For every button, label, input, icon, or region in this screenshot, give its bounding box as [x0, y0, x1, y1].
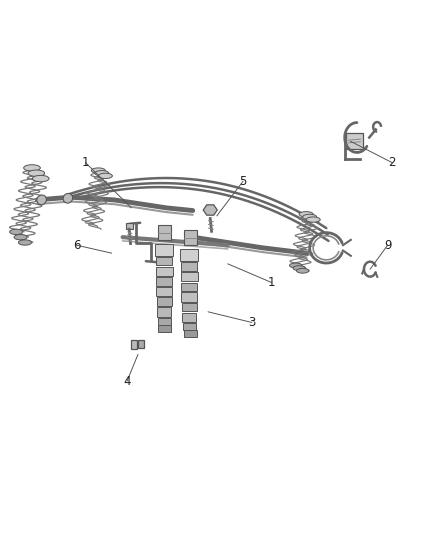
- Ellipse shape: [99, 173, 112, 179]
- FancyBboxPatch shape: [156, 257, 172, 265]
- Ellipse shape: [18, 240, 32, 245]
- Text: 4: 4: [123, 375, 131, 387]
- Ellipse shape: [32, 175, 49, 182]
- Ellipse shape: [92, 168, 105, 173]
- FancyBboxPatch shape: [182, 312, 196, 322]
- Text: 6: 6: [73, 239, 81, 252]
- FancyBboxPatch shape: [157, 307, 171, 317]
- FancyBboxPatch shape: [157, 297, 172, 306]
- FancyBboxPatch shape: [156, 277, 172, 286]
- Ellipse shape: [24, 165, 40, 171]
- FancyBboxPatch shape: [182, 303, 197, 311]
- Polygon shape: [203, 205, 217, 215]
- FancyBboxPatch shape: [181, 292, 197, 302]
- Ellipse shape: [37, 195, 46, 205]
- FancyBboxPatch shape: [155, 244, 173, 256]
- Text: 2: 2: [388, 156, 396, 169]
- Ellipse shape: [290, 263, 302, 268]
- Ellipse shape: [306, 217, 320, 222]
- Ellipse shape: [303, 214, 317, 220]
- FancyBboxPatch shape: [138, 340, 144, 348]
- Text: 1: 1: [268, 276, 276, 289]
- FancyBboxPatch shape: [156, 266, 173, 276]
- FancyBboxPatch shape: [158, 318, 171, 325]
- FancyBboxPatch shape: [180, 249, 198, 261]
- FancyBboxPatch shape: [158, 225, 171, 240]
- FancyBboxPatch shape: [156, 287, 172, 296]
- Ellipse shape: [63, 193, 73, 203]
- FancyBboxPatch shape: [184, 230, 197, 245]
- Ellipse shape: [14, 235, 27, 240]
- FancyBboxPatch shape: [181, 262, 197, 271]
- Text: 3: 3: [248, 316, 255, 329]
- FancyBboxPatch shape: [181, 282, 197, 291]
- Ellipse shape: [299, 212, 313, 217]
- Ellipse shape: [95, 171, 109, 176]
- Ellipse shape: [10, 229, 23, 235]
- FancyBboxPatch shape: [126, 223, 133, 229]
- Ellipse shape: [28, 170, 45, 176]
- FancyBboxPatch shape: [184, 330, 197, 337]
- FancyBboxPatch shape: [183, 323, 196, 330]
- FancyBboxPatch shape: [158, 325, 171, 332]
- FancyBboxPatch shape: [131, 340, 137, 349]
- Text: 5: 5: [240, 175, 247, 188]
- FancyBboxPatch shape: [346, 133, 363, 149]
- Ellipse shape: [293, 265, 305, 271]
- Text: 1: 1: [81, 156, 89, 169]
- Ellipse shape: [297, 268, 309, 273]
- Text: 9: 9: [384, 239, 392, 252]
- FancyBboxPatch shape: [181, 272, 198, 281]
